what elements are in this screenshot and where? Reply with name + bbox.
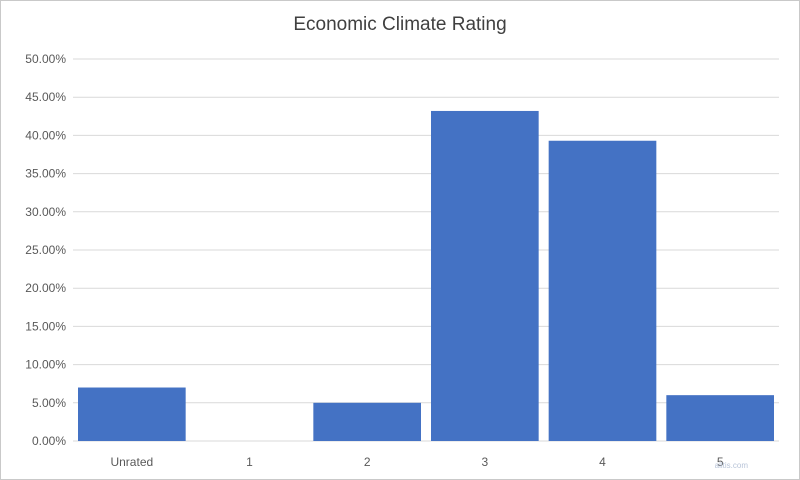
y-tick-label: 45.00% [25,90,66,104]
x-tick-label: 5 [717,455,724,469]
y-tick-label: 35.00% [25,167,66,181]
y-tick-label: 40.00% [25,128,66,142]
bar-5 [666,395,774,441]
gridlines [73,58,779,442]
x-tick-label: 3 [481,455,488,469]
watermark-text: alltis.com [714,461,748,470]
x-tick-label: 2 [364,455,371,469]
x-tick-label: 4 [599,455,606,469]
x-axis-labels: Unrated 1 2 3 4 5 [110,455,723,469]
chart-title: Economic Climate Rating [293,14,507,35]
bar-4 [548,140,657,442]
y-tick-label: 50.00% [25,52,66,66]
bar-unrated [78,387,186,441]
y-tick-label: 20.00% [25,281,66,295]
y-tick-label: 25.00% [25,243,66,257]
y-tick-label: 15.00% [25,319,66,333]
bar-3 [431,110,539,442]
y-tick-label: 30.00% [25,205,66,219]
y-tick-label: 0.00% [32,434,66,448]
x-tick-label: 1 [246,455,253,469]
bar-2 [313,402,421,441]
y-axis-labels: 0.00% 5.00% 10.00% 15.00% 20.00% 25.00% 30.00%… [25,52,66,448]
x-tick-label: Unrated [110,455,153,469]
bars [78,110,774,442]
y-tick-label: 10.00% [25,358,66,372]
y-tick-label: 5.00% [32,396,66,410]
